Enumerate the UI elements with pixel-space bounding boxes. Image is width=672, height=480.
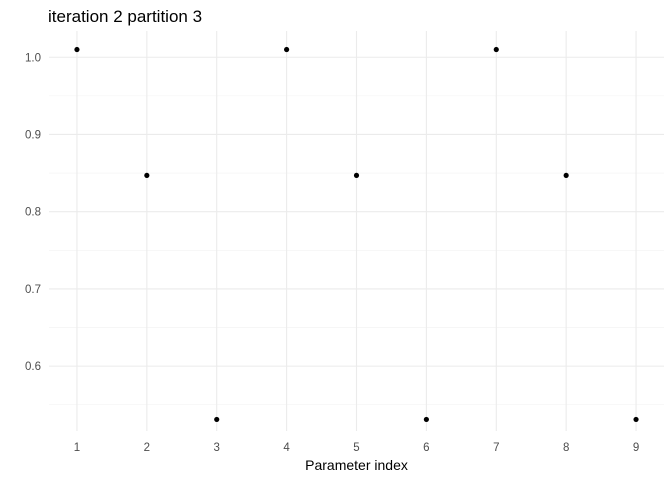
y-tick-label-2: 0.7 xyxy=(25,284,41,296)
x-tick-label-7: 7 xyxy=(493,442,499,454)
y-tick-label-4: 0.9 xyxy=(25,129,41,141)
data-point-8 xyxy=(563,172,569,179)
data-point-7 xyxy=(493,46,499,53)
data-point-4 xyxy=(284,46,290,53)
x-tick-label-9: 9 xyxy=(633,442,639,454)
data-point-1 xyxy=(74,46,80,53)
data-point-9 xyxy=(633,416,639,423)
data-points xyxy=(74,46,639,423)
grid-lines xyxy=(49,31,664,431)
data-point-6 xyxy=(423,416,429,423)
data-point-3 xyxy=(214,416,220,423)
y-tick-label-5: 1.0 xyxy=(25,52,41,64)
x-tick-label-4: 4 xyxy=(283,442,290,454)
x-axis-title: Parameter index xyxy=(305,457,408,473)
x-tick-label-5: 5 xyxy=(353,442,359,454)
x-tick-label-8: 8 xyxy=(563,442,569,454)
x-tick-label-3: 3 xyxy=(214,442,220,454)
y-tick-label-3: 0.8 xyxy=(25,207,41,219)
y-tick-labels: 0.6 0.7 0.8 0.9 1.0 xyxy=(25,52,41,373)
chart-title: iteration 2 partition 3 xyxy=(48,7,202,26)
data-point-5 xyxy=(353,172,360,179)
x-tick-labels: 1 2 3 4 5 6 7 8 9 xyxy=(74,442,639,454)
data-point-2 xyxy=(144,172,150,179)
x-tick-label-1: 1 xyxy=(74,442,80,454)
x-tick-label-6: 6 xyxy=(423,442,429,454)
y-tick-label-1: 0.6 xyxy=(25,361,41,373)
x-tick-label-2: 2 xyxy=(144,442,150,454)
